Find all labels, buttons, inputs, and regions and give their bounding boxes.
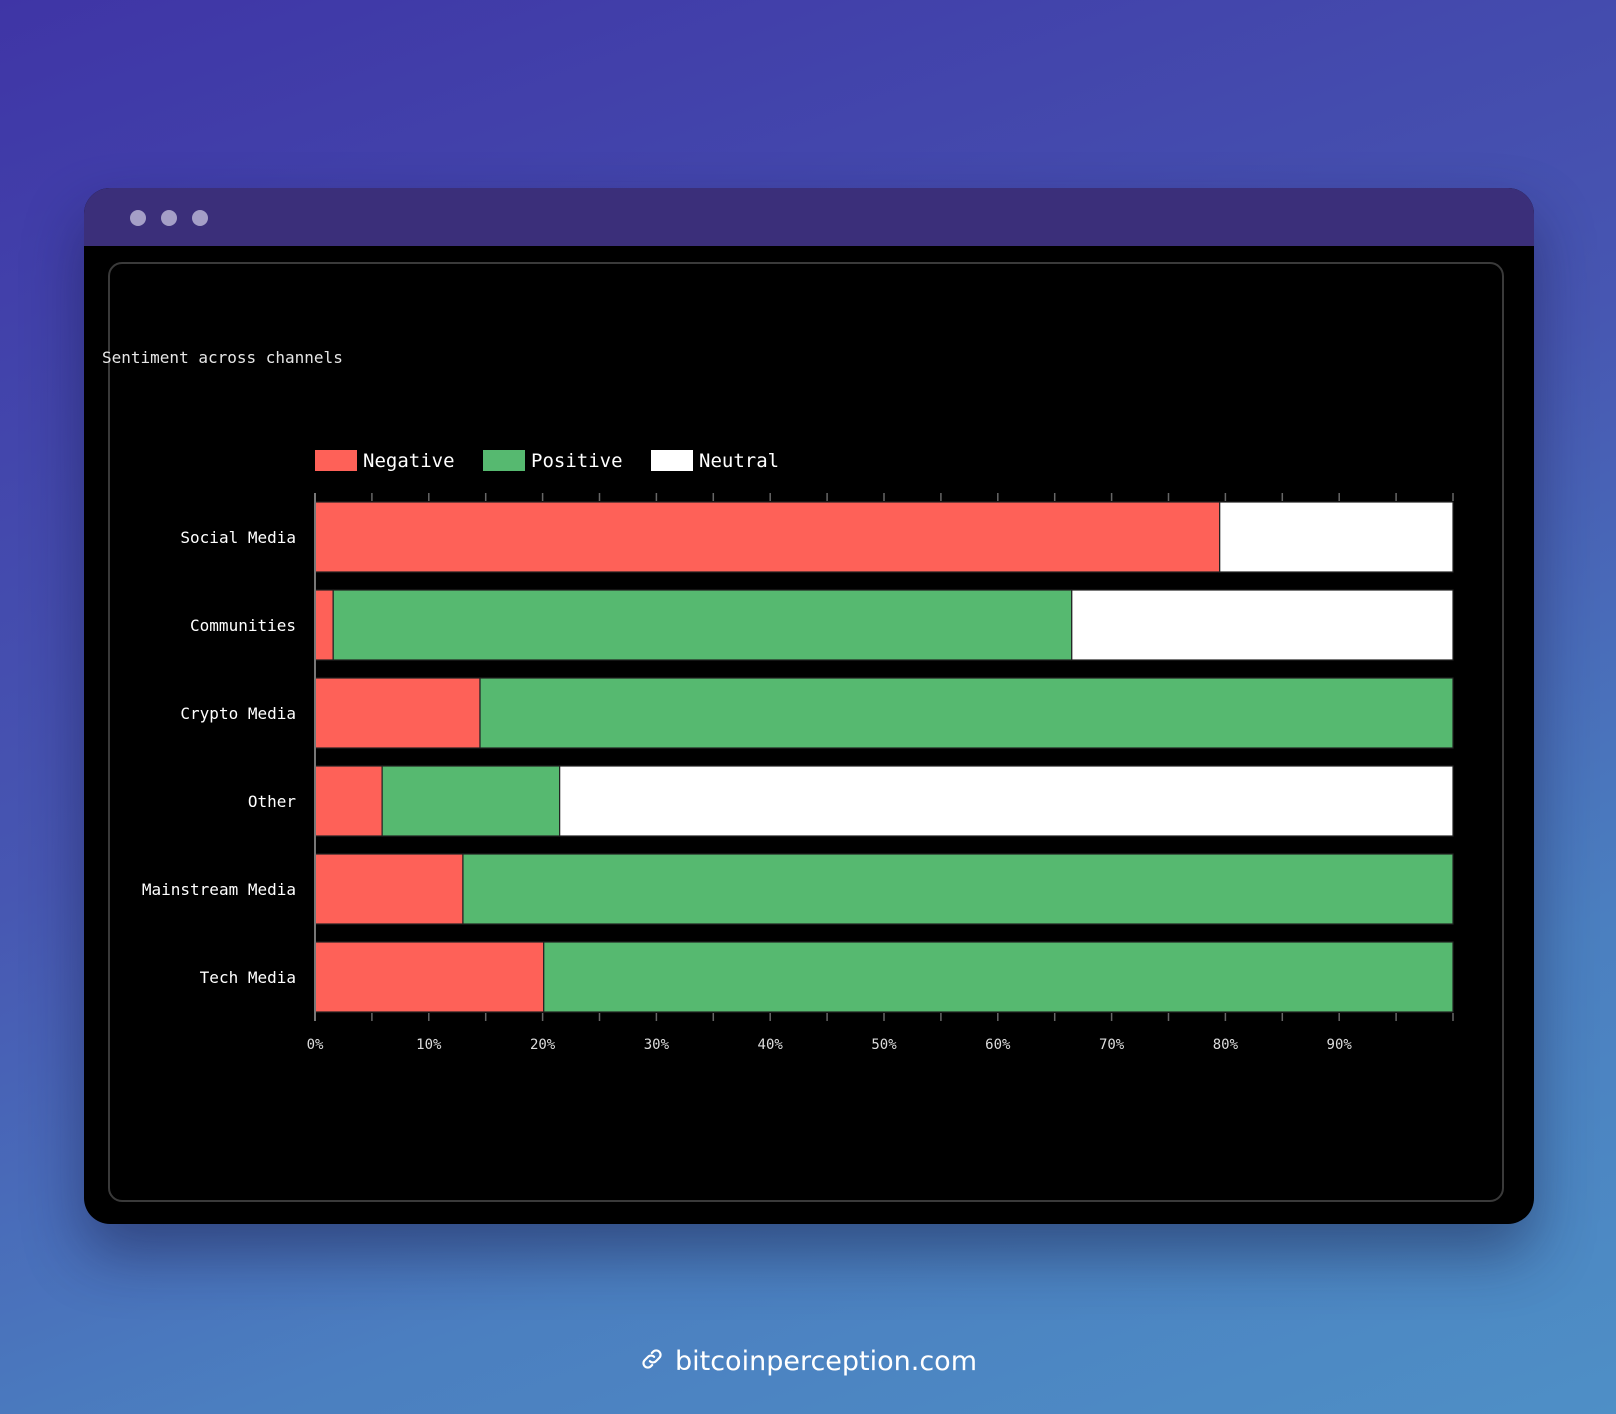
x-tick-label: 20%: [530, 1037, 556, 1053]
minimize-dot-icon[interactable]: [161, 210, 177, 226]
x-tick-label: 80%: [1213, 1037, 1239, 1053]
footer[interactable]: bitcoinperception.com: [0, 1346, 1616, 1379]
bar-negative-tech-media: [314, 941, 545, 1013]
close-dot-icon[interactable]: [130, 210, 146, 226]
legend-label-neutral: Neutral: [699, 450, 779, 472]
legend-swatch-positive: [483, 450, 525, 471]
bar-negative-crypto-media: [314, 677, 481, 749]
x-tick-label: 70%: [1099, 1037, 1125, 1053]
bar-negative-mainstream-media: [314, 853, 464, 925]
bar-neutral-other: [559, 765, 1454, 837]
bar-positive-communities: [332, 589, 1073, 661]
bar-positive-mainstream-media: [462, 853, 1454, 925]
category-label: Other: [248, 792, 297, 811]
legend-label-negative: Negative: [363, 450, 455, 472]
x-tick-label: 60%: [985, 1037, 1011, 1053]
bar-negative-communities: [314, 589, 334, 661]
x-tick-label: 90%: [1327, 1037, 1353, 1053]
category-label: Communities: [190, 616, 296, 635]
category-label: Mainstream Media: [142, 880, 296, 899]
legend-swatch-neutral: [651, 450, 693, 471]
title-bar: [84, 188, 1534, 246]
x-tick-label: 30%: [644, 1037, 670, 1053]
category-label: Tech Media: [200, 968, 296, 987]
x-tick-label: 40%: [758, 1037, 784, 1053]
bar-negative-other: [314, 765, 383, 837]
x-tick-label: 0%: [307, 1037, 324, 1053]
x-tick-label: 50%: [871, 1037, 897, 1053]
legend-swatch-negative: [315, 450, 357, 471]
bar-neutral-social-media: [1219, 501, 1454, 573]
bar-positive-tech-media: [543, 941, 1454, 1013]
bar-positive-other: [381, 765, 561, 837]
bar-neutral-communities: [1071, 589, 1454, 661]
x-tick-label: 10%: [416, 1037, 442, 1053]
bar-negative-social-media: [314, 501, 1221, 573]
bar-positive-crypto-media: [479, 677, 1454, 749]
footer-url[interactable]: bitcoinperception.com: [674, 1346, 978, 1377]
legend-label-positive: Positive: [531, 450, 623, 472]
category-label: Social Media: [180, 528, 296, 547]
chart-title: Sentiment across channels: [102, 348, 343, 367]
maximize-dot-icon[interactable]: [192, 210, 208, 226]
category-label: Crypto Media: [180, 704, 296, 723]
link-icon: [639, 1346, 665, 1379]
